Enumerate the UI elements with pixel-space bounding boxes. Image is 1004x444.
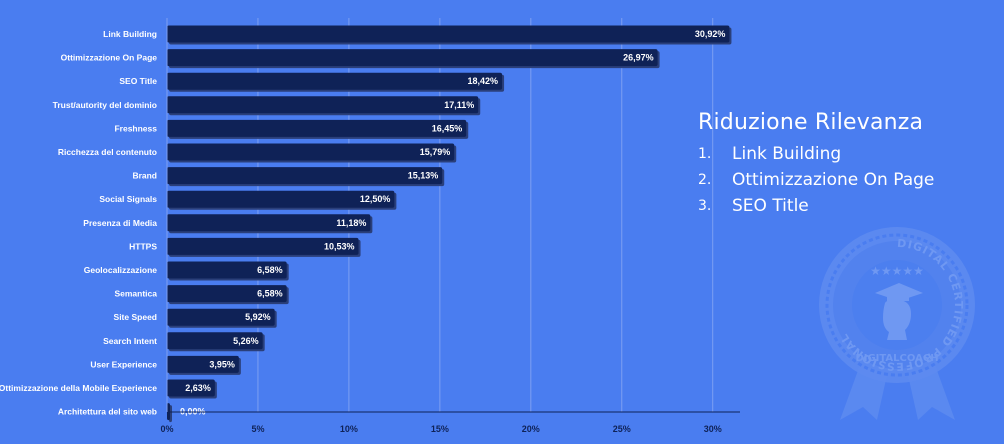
bar	[167, 143, 455, 161]
bar	[167, 355, 239, 373]
bar	[167, 72, 503, 90]
bar	[167, 119, 467, 137]
graduate-head-icon	[875, 283, 923, 340]
side-panel-item-label: SEO Title	[732, 196, 809, 216]
certified-professional-seal: DIGITAL CERTIFIED PROFESSIONAL ★★★★★ DIG…	[819, 227, 975, 420]
bar	[167, 25, 730, 43]
seal-stars: ★★★★★	[870, 264, 924, 278]
chart-bars	[167, 25, 732, 423]
value-label: 17,11%	[444, 100, 474, 110]
category-label: User Experience	[90, 359, 157, 369]
bar	[167, 49, 658, 67]
bar	[167, 214, 371, 232]
category-label: Semantica	[114, 289, 157, 299]
x-axis: 0% 5% 10% 15% 20% 25% 30%	[160, 18, 740, 434]
side-panel-item-number: 2.	[698, 172, 712, 188]
side-panel-title: Riduzione Rilevanza	[698, 110, 924, 135]
value-label: 3,95%	[209, 359, 235, 369]
side-panel-item-label: Link Building	[732, 144, 842, 164]
category-label: HTTPS	[129, 241, 157, 251]
category-label: SEO Title	[119, 76, 157, 86]
value-label: 15,79%	[420, 147, 451, 157]
seal-brand-text: DIGITALCOACH	[855, 353, 938, 364]
category-label: Freshness	[114, 123, 157, 133]
bar	[167, 190, 395, 208]
bar	[167, 261, 287, 279]
category-label: Site Speed	[114, 312, 157, 322]
x-tick-label: 15%	[431, 424, 449, 434]
side-panel-item: 1. Link Building	[698, 141, 934, 167]
bar	[167, 96, 479, 114]
side-panel-item-label: Ottimizzazione On Page	[732, 170, 935, 190]
value-label: 5,26%	[233, 336, 259, 346]
category-label: Ricchezza del contenuto	[58, 147, 157, 157]
value-label: 26,97%	[623, 53, 654, 63]
value-label: 16,45%	[432, 123, 463, 133]
value-label: 10,53%	[324, 241, 355, 251]
side-panel: Riduzione Rilevanza 1. Link Building 2. …	[698, 110, 934, 219]
category-label: Brand	[132, 171, 157, 181]
value-label: 11,18%	[336, 218, 366, 228]
bar	[167, 167, 443, 185]
side-panel-item-number: 3.	[698, 198, 712, 214]
value-label: 12,50%	[360, 194, 391, 204]
value-label: 30,92%	[695, 29, 726, 39]
category-label: Geolocalizzazione	[84, 265, 157, 275]
x-tick-label: 25%	[613, 424, 631, 434]
value-label: 6,58%	[257, 265, 283, 275]
category-label: Trust/autority del dominio	[53, 100, 157, 110]
value-label: 15,13%	[408, 171, 439, 181]
chart-labels: Link Building 30,92% Ottimizzazione On Pag…	[0, 29, 725, 417]
category-label: Social Signals	[99, 194, 157, 204]
bar	[167, 237, 359, 255]
category-label: Ottimizzazione della Mobile Experience	[0, 383, 157, 393]
value-label: 18,42%	[468, 76, 499, 86]
side-panel-list: 1. Link Building 2. Ottimizzazione On Pa…	[698, 141, 934, 219]
value-label: 2,63%	[185, 383, 211, 393]
category-label: Architettura del sito web	[58, 407, 157, 417]
category-label: Ottimizzazione On Page	[61, 53, 158, 63]
category-label: Presenza di Media	[83, 218, 157, 228]
side-panel-item-number: 1.	[698, 146, 712, 162]
side-panel-item: 2. Ottimizzazione On Page	[698, 167, 934, 193]
bar	[167, 332, 263, 350]
bar	[167, 308, 275, 326]
side-panel-item: 3. SEO Title	[698, 193, 934, 219]
x-tick-label: 20%	[522, 424, 540, 434]
bar	[167, 285, 287, 303]
category-label: Link Building	[103, 29, 157, 39]
x-tick-label: 30%	[704, 424, 722, 434]
bar	[167, 379, 215, 397]
category-label: Search Intent	[103, 336, 157, 346]
value-label: 5,92%	[245, 312, 271, 322]
x-tick-label: 5%	[251, 424, 264, 434]
x-tick-label: 0%	[160, 424, 173, 434]
value-label: 6,58%	[257, 289, 283, 299]
x-tick-label: 10%	[340, 424, 358, 434]
